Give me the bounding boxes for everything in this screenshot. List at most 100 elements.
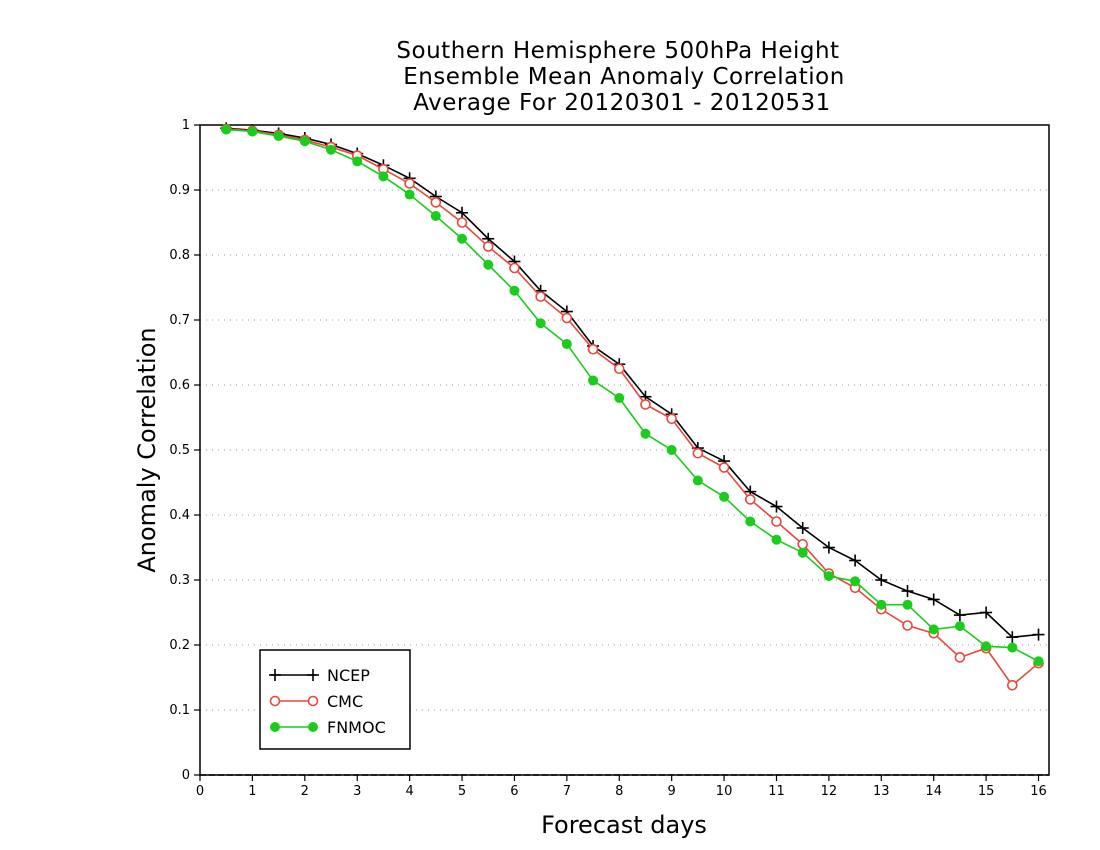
series-fnmoc-point — [326, 144, 337, 155]
x-tick-label: 16 — [1030, 784, 1047, 799]
x-tick-label: 12 — [821, 784, 838, 799]
x-tick-label: 1 — [248, 784, 256, 799]
legend-marker-ncep — [269, 669, 281, 681]
series-cmc-point — [404, 178, 415, 189]
series-fnmoc-point — [902, 599, 913, 610]
chart-title-line-2: Ensemble Mean Anomaly Correlation — [403, 64, 845, 90]
series-fnmoc-point — [981, 641, 992, 652]
x-tick-label: 15 — [978, 784, 995, 799]
series-fnmoc — [221, 124, 1044, 667]
series-cmc-point — [613, 363, 625, 375]
x-tick-label: 2 — [301, 784, 309, 799]
series-fnmoc-point — [666, 445, 677, 455]
series-ncep-point — [1032, 628, 1045, 641]
series-fnmoc-point — [797, 547, 808, 558]
series-cmc — [220, 123, 1044, 691]
chart-title-line-1: Southern Hemisphere 500hPa Height — [396, 38, 839, 64]
series-cmc-point — [640, 399, 651, 410]
series-fnmoc-point — [430, 211, 441, 221]
series-fnmoc-point — [561, 339, 572, 350]
axis-ticks: 00.10.20.30.40.50.60.70.80.910 1 2 3 4 5 6 7 8 9 1… — [169, 118, 1049, 799]
x-tick-label: 8 — [615, 784, 623, 799]
series-layer — [220, 122, 1045, 691]
series-cmc-point — [954, 652, 966, 663]
series-fnmoc-point — [954, 621, 965, 632]
series-fnmoc-point — [850, 576, 861, 587]
series-fnmoc-point — [692, 475, 703, 486]
x-axis-title: Forecast days — [541, 811, 707, 839]
series-cmc-line — [226, 128, 1040, 687]
x-tick-label: 6 — [510, 784, 518, 799]
series-cmc-point — [771, 516, 782, 527]
series-cmc-point — [718, 462, 730, 473]
series-fnmoc-point — [614, 393, 625, 403]
series-ncep-point — [875, 574, 888, 586]
series-ncep-point — [953, 609, 966, 622]
series-fnmoc-point — [404, 189, 415, 200]
y-axis-title: Anomaly Correlation — [133, 327, 161, 572]
series-cmc-point — [1007, 679, 1018, 691]
y-tick-label: 0.4 — [169, 508, 190, 523]
series-ncep-point — [770, 500, 783, 513]
series-fnmoc-point — [457, 233, 468, 244]
y-tick-label: 0.7 — [169, 313, 190, 328]
x-tick-label: 4 — [405, 784, 413, 799]
series-ncep-point — [1006, 631, 1019, 644]
series-fnmoc-point — [273, 131, 284, 142]
series-fnmoc-point — [509, 285, 520, 296]
y-tick-label: 0.9 — [169, 183, 190, 198]
legend-marker-fnmoc — [308, 722, 318, 732]
y-tick-label: 0.1 — [169, 703, 190, 718]
series-cmc-point — [509, 262, 520, 274]
series-ncep-point — [927, 593, 940, 606]
series-fnmoc-point — [823, 571, 834, 582]
chart-title-line-3: Average For 20120301 - 20120531 — [413, 90, 831, 116]
series-fnmoc-point — [1033, 656, 1044, 667]
y-tick-label: 0.5 — [169, 443, 190, 458]
series-fnmoc-point — [352, 156, 363, 167]
legend-marker-ncep — [307, 669, 319, 681]
grid-lines — [200, 189, 1049, 711]
legend-marker-cmc — [307, 695, 319, 707]
series-ncep-point — [822, 541, 835, 554]
x-tick-label: 3 — [353, 784, 361, 799]
series-ncep — [220, 122, 1045, 644]
series-cmc-point — [666, 413, 677, 425]
x-tick-label: 7 — [563, 784, 571, 799]
series-fnmoc-point — [247, 126, 258, 137]
series-cmc-point — [456, 217, 468, 228]
legend-box — [259, 649, 411, 750]
x-tick-label: 14 — [925, 784, 942, 799]
series-cmc-point — [430, 197, 442, 208]
series-fnmoc-point — [299, 136, 310, 147]
series-fnmoc-point — [928, 624, 939, 635]
series-fnmoc-point — [719, 491, 730, 502]
series-fnmoc-point — [588, 375, 599, 386]
legend-item-ncep: NCEP — [269, 666, 370, 685]
series-cmc-point — [587, 343, 599, 355]
legend-label-ncep: NCEP — [327, 666, 370, 685]
y-tick-label: 0 — [182, 768, 190, 783]
legend-item-fnmoc: FNMOC — [270, 718, 386, 737]
y-tick-label: 1 — [182, 118, 190, 133]
series-fnmoc-point — [771, 534, 782, 545]
series-cmc-point — [797, 538, 808, 550]
series-fnmoc-point — [745, 516, 756, 527]
series-fnmoc-point — [876, 599, 887, 610]
series-fnmoc-line — [226, 128, 1039, 662]
series-fnmoc-point — [1007, 642, 1018, 653]
series-cmc-point — [482, 241, 494, 252]
series-cmc-point — [561, 312, 573, 324]
x-tick-label: 0 — [196, 784, 204, 799]
series-cmc-point — [902, 620, 913, 631]
legend-marker-fnmoc — [270, 722, 280, 732]
series-fnmoc-point — [221, 124, 232, 135]
x-tick-label: 11 — [768, 784, 785, 799]
legend-label-cmc: CMC — [327, 692, 363, 711]
series-ncep-point — [796, 522, 809, 534]
x-tick-label: 5 — [458, 784, 466, 799]
x-tick-label: 9 — [668, 784, 676, 799]
y-tick-label: 0.3 — [169, 573, 190, 588]
series-fnmoc-point — [535, 318, 546, 329]
